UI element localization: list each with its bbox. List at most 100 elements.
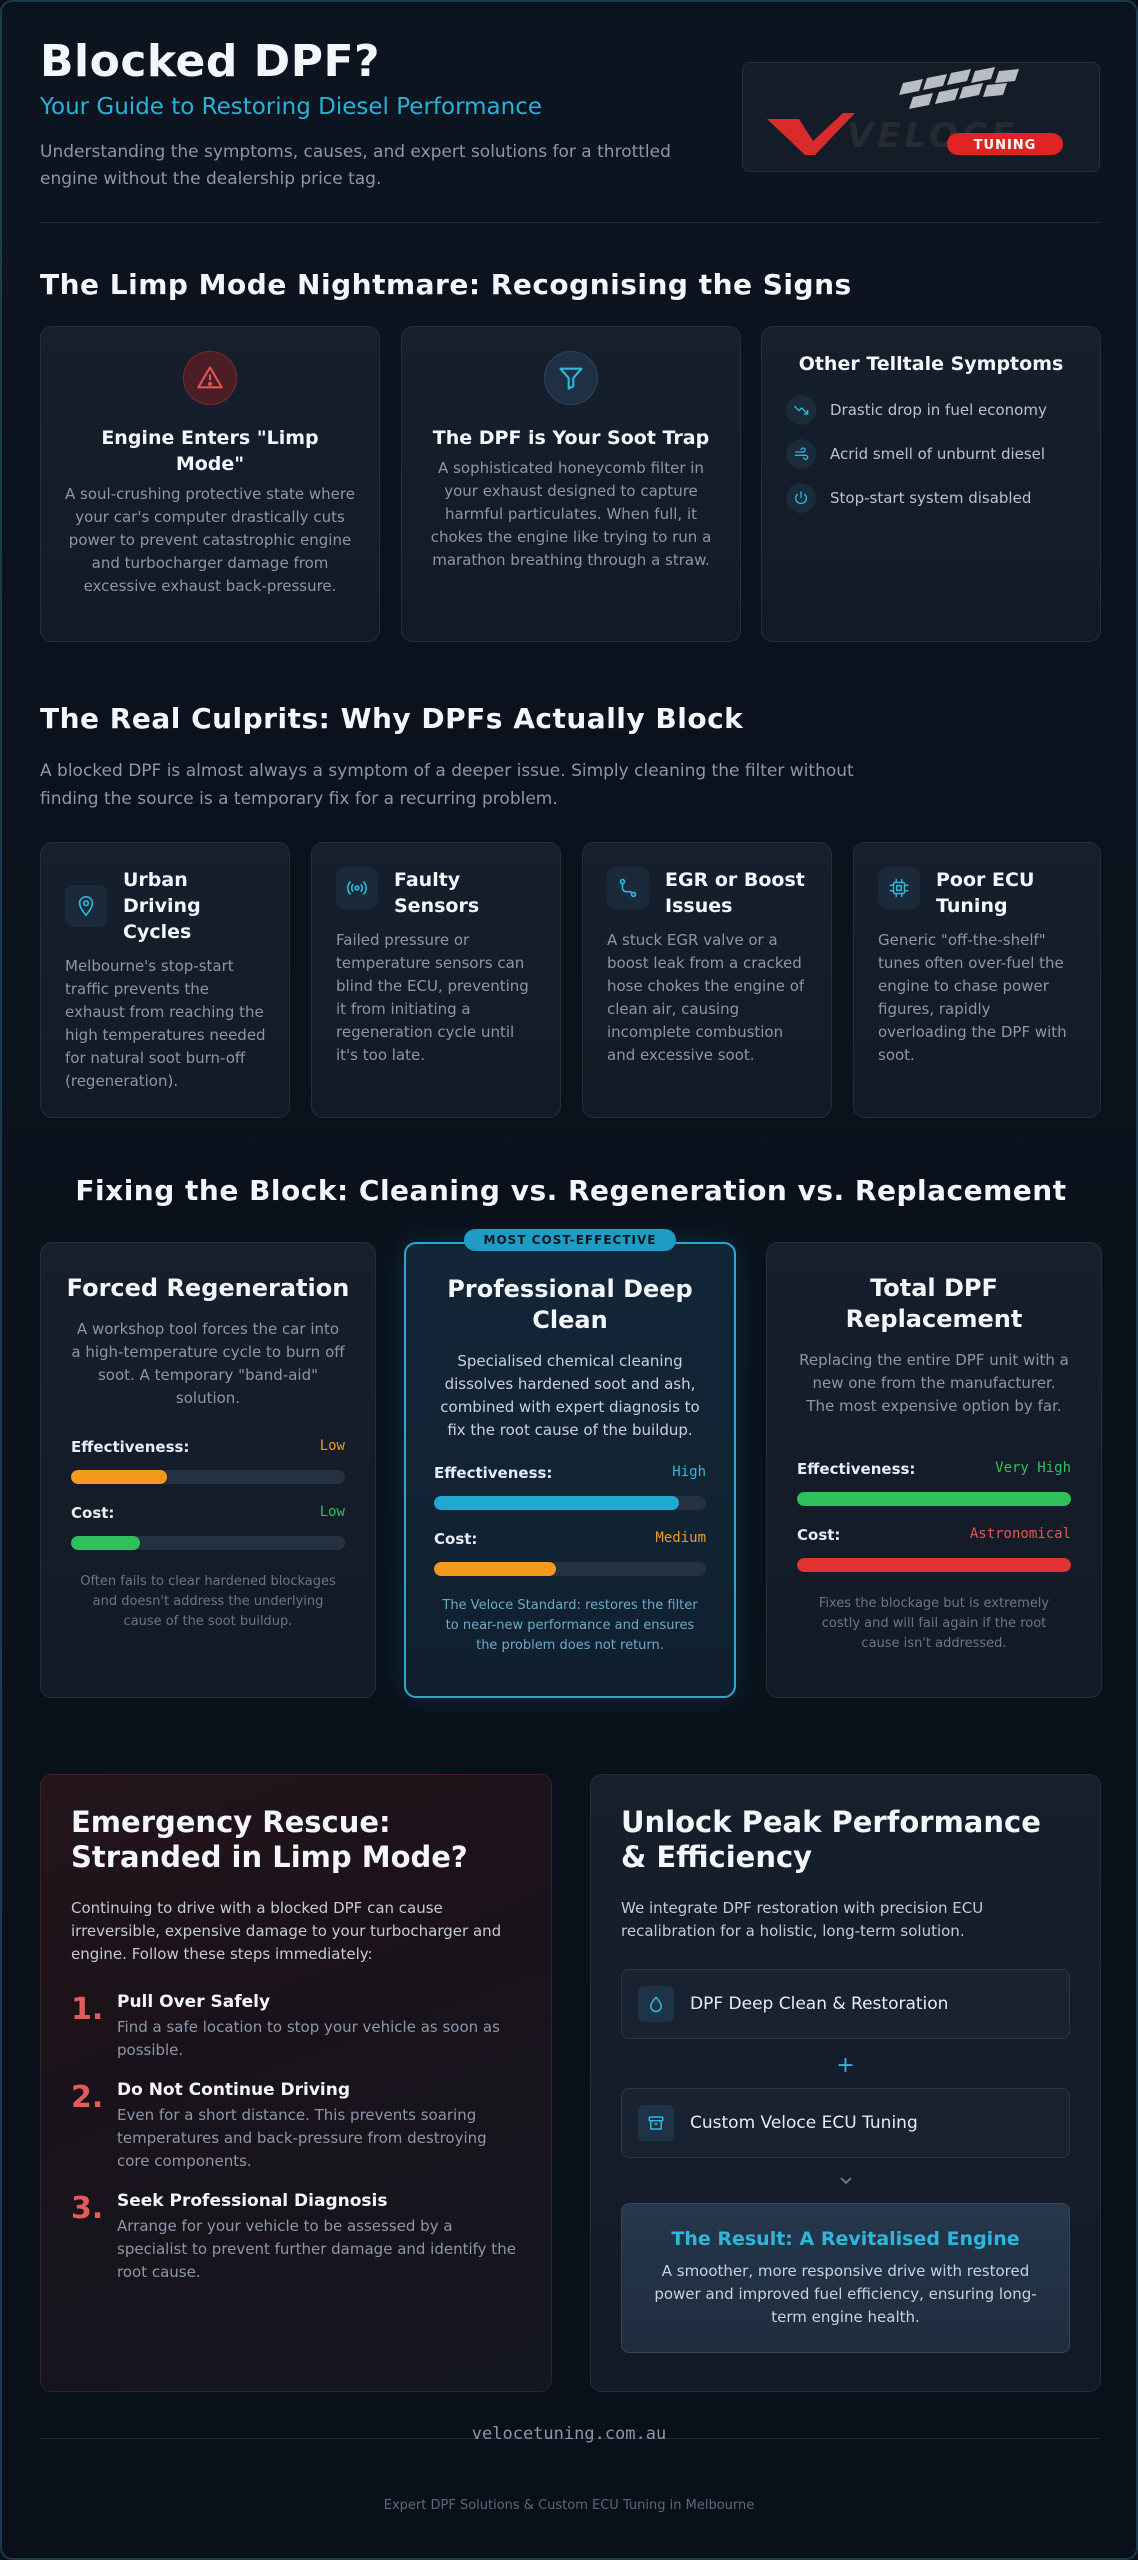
option-note: Fixes the blockage but is extremely cost… [818,1596,1050,1651]
symptom-text: Drastic drop in fuel economy [830,401,1047,419]
symptom-text: Stop-start system disabled [830,489,1032,507]
service-dpf-clean: DPF Deep Clean & Restoration [621,1969,1070,2039]
cost-fill [434,1562,557,1576]
veloce-logo-graphic: VELOCE TUNING [767,67,1063,156]
culprit-card-ecu: Poor ECU Tuning Generic "off-the-shelf" … [853,842,1101,1118]
sign-card-heading: The DPF is Your Soot Trap [432,427,710,449]
symptoms-card: Other Telltale Symptoms Drastic drop in … [761,326,1101,642]
unlock-performance-card: Unlock Peak Performance & Efficiency We … [590,1774,1101,2392]
sign-card-body: A soul-crushing protective state where y… [65,485,355,595]
effectiveness-fill [71,1470,167,1484]
step-heading: Seek Professional Diagnosis [117,2191,388,2211]
sign-card-soot-trap: The DPF is Your Soot Trap A sophisticate… [401,326,741,642]
cost-value: Medium [655,1530,706,1546]
culprits-intro: A blocked DPF is almost always a symptom… [40,761,854,809]
effectiveness-label: Effectiveness: [71,1438,190,1456]
wind-icon [786,439,816,469]
chevron-down-icon [591,2172,1100,2191]
option-note: The Veloce Standard: restores the filter… [442,1598,698,1653]
effectiveness-bar [797,1492,1071,1506]
droplet-icon [638,1986,674,2022]
symptom-text: Acrid smell of unburnt diesel [830,445,1046,463]
most-cost-effective-badge: MOST COST-EFFECTIVE [464,1229,676,1251]
sign-card-limp-mode: Engine Enters "Limp Mode" A soul-crushin… [40,326,380,642]
rescue-intro: Continuing to drive with a blocked DPF c… [71,1899,502,1963]
effectiveness-label: Effectiveness: [434,1464,553,1482]
route-icon [607,867,649,909]
plus-sign: + [836,2053,855,2078]
cost-bar [71,1536,345,1550]
cost-fill [797,1558,1071,1572]
cost-bar [434,1562,706,1576]
service-label: DPF Deep Clean & Restoration [690,1994,949,2014]
effectiveness-label: Effectiveness: [797,1460,916,1478]
result-box: The Result: A Revitalised Engine A smoot… [621,2203,1070,2353]
sensor-icon [336,867,378,909]
signs-section-title: The Limp Mode Nightmare: Recognising the… [40,268,852,301]
cost-bar [797,1558,1071,1572]
cost-fill [71,1536,140,1550]
effectiveness-value: Low [319,1438,345,1454]
option-card-deep-clean: Professional Deep Clean Specialised chem… [404,1242,736,1698]
divider [40,222,1100,223]
rescue-step: 1. Pull Over Safely Find a safe location… [71,1992,521,2062]
effectiveness-fill [434,1496,679,1510]
cost-value: Astronomical [969,1526,1071,1542]
effectiveness-value: High [672,1464,706,1480]
option-card-replacement: Total DPF Replacement Replacing the enti… [766,1242,1102,1698]
symptom-item: Drastic drop in fuel economy [786,395,1076,425]
step-body: Find a safe location to stop your vehicl… [117,2018,500,2059]
result-title: The Result: A Revitalised Engine [671,2228,1020,2250]
culprit-heading: Poor ECU Tuning [936,869,1035,917]
culprit-card-sensors: Faulty Sensors Failed pressure or temper… [311,842,561,1118]
option-card-forced-regeneration: Forced Regeneration A workshop tool forc… [40,1242,376,1698]
culprit-body: Generic "off-the-shelf" tunes often over… [878,931,1067,1064]
culprit-heading: Faulty Sensors [394,869,480,917]
option-title: Total DPF Replacement [845,1274,1023,1333]
step-body: Even for a short distance. This prevents… [117,2106,487,2170]
map-pin-icon [65,885,107,927]
fixing-section-title: Fixing the Block: Cleaning vs. Regenerat… [75,1174,1067,1207]
logo-badge: TUNING [974,138,1037,153]
step-number: 1. [71,1992,104,2027]
trending-down-icon [786,395,816,425]
option-description: Specialised chemical cleaning dissolves … [440,1352,700,1439]
logo: VELOCE TUNING [742,62,1100,172]
culprit-card-urban: Urban Driving Cycles Melbourne's stop-st… [40,842,290,1118]
cost-value: Low [319,1504,345,1520]
archive-icon [638,2105,674,2141]
cost-label: Cost: [797,1526,841,1544]
culprit-body: Failed pressure or temperature sensors c… [336,931,529,1064]
footer-url[interactable]: velocetuning.com.au [471,2424,667,2444]
cost-label: Cost: [434,1530,478,1548]
step-number: 2. [71,2080,104,2115]
chip-icon [878,867,920,909]
emergency-rescue-card: Emergency Rescue: Stranded in Limp Mode?… [40,1774,552,2392]
unlock-title: Unlock Peak Performance & Efficiency [621,1805,1041,1874]
page-subtitle: Your Guide to Restoring Diesel Performan… [40,94,543,120]
step-body: Arrange for your vehicle to be assessed … [117,2217,516,2281]
service-ecu-tuning: Custom Veloce ECU Tuning [621,2088,1070,2158]
culprits-section-title: The Real Culprits: Why DPFs Actually Blo… [40,702,744,735]
service-label: Custom Veloce ECU Tuning [690,2113,918,2133]
culprit-body: Melbourne's stop-start traffic prevents … [65,957,266,1090]
unlock-intro: We integrate DPF restoration with precis… [621,1899,984,1940]
culprit-body: A stuck EGR valve or a boost leak from a… [607,931,805,1064]
step-number: 3. [71,2191,104,2226]
culprit-heading: Urban Driving Cycles [123,869,201,943]
symptom-item: Stop-start system disabled [786,483,1076,513]
effectiveness-fill [797,1492,1071,1506]
filter-icon [544,351,598,405]
page-description: Understanding the symptoms, causes, and … [40,142,671,189]
culprit-card-egr: EGR or Boost Issues A stuck EGR valve or… [582,842,832,1118]
rescue-step: 2. Do Not Continue Driving Even for a sh… [71,2080,521,2173]
option-description: A workshop tool forces the car into a hi… [71,1320,345,1407]
sign-card-heading: Engine Enters "Limp Mode" [101,427,319,475]
effectiveness-bar [434,1496,706,1510]
divider [40,2438,1100,2439]
effectiveness-bar [71,1470,345,1484]
option-note: Often fails to clear hardened blockages … [80,1574,336,1629]
warning-icon [183,351,237,405]
option-description: Replacing the entire DPF unit with a new… [799,1351,1069,1415]
